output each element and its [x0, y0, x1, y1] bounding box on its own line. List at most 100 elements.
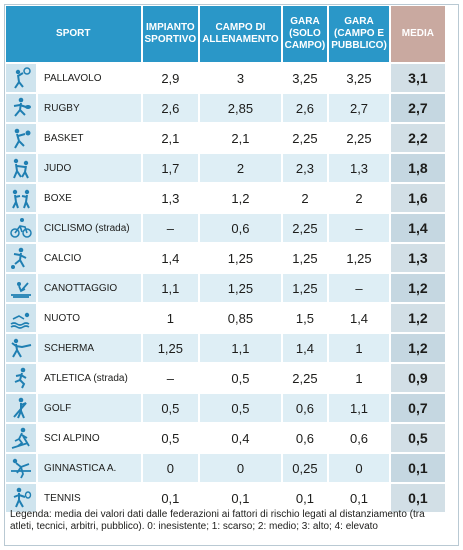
media-cell: 2,7 — [390, 94, 445, 122]
gara-pubblico-cell: 0,1 — [329, 484, 389, 512]
table-row: PALLAVOLO 2,9 3 3,25 3,25 3,1 — [6, 64, 445, 92]
header-sport: SPORT — [6, 6, 141, 62]
campo-cell: 2,85 — [200, 94, 281, 122]
media-cell: 2,2 — [390, 124, 445, 152]
header-gara-solo: GARA (SOLO CAMPO) — [282, 6, 328, 62]
gara-pubblico-cell: 1,3 — [329, 154, 389, 182]
sport-label: CICLISMO — [44, 222, 93, 234]
gara-solo-cell: 2,25 — [282, 124, 328, 152]
campo-cell: 0,85 — [200, 304, 281, 332]
impianto-cell: 1,25 — [142, 334, 199, 362]
sport-label: PALLAVOLO — [44, 72, 102, 84]
gara-solo-cell: 0,1 — [282, 484, 328, 512]
sport-sublabel: (strada) — [90, 372, 128, 384]
sport-label: ATLETICA — [44, 372, 91, 384]
table-row: SCHERMA 1,25 1,1 1,4 1 1,2 — [6, 334, 445, 362]
campo-cell: 0 — [200, 454, 281, 482]
impianto-cell: 2,1 — [142, 124, 199, 152]
media-cell: 3,1 — [390, 64, 445, 92]
media-cell: 0,7 — [390, 394, 445, 422]
gara-solo-cell: 2,6 — [282, 94, 328, 122]
campo-cell: 0,5 — [200, 394, 281, 422]
sport-name: BOXE — [38, 184, 141, 212]
rowing-icon — [6, 274, 37, 302]
basketball-player-icon — [6, 124, 37, 152]
impianto-cell: – — [142, 364, 199, 392]
gara-solo-cell: 0,25 — [282, 454, 328, 482]
table-row: JUDO 1,7 2 2,3 1,3 1,8 — [6, 154, 445, 182]
sport-name: CICLISMO (strada) — [38, 214, 141, 242]
sport-name: GOLF — [38, 394, 141, 422]
sport-name: CANOTTAGGIO — [38, 274, 141, 302]
runner-icon — [6, 364, 37, 392]
header-row: SPORT IMPIANTO SPORTIVO CAMPO DI ALLENAM… — [6, 6, 445, 62]
media-cell: 1,2 — [390, 304, 445, 332]
media-cell: 0,9 — [390, 364, 445, 392]
campo-cell: 3 — [200, 64, 281, 92]
cyclist-icon — [6, 214, 37, 242]
sport-label: GOLF — [44, 402, 72, 414]
risk-table: SPORT IMPIANTO SPORTIVO CAMPO DI ALLENAM… — [4, 4, 447, 514]
header-media: MEDIA — [390, 6, 445, 62]
gara-solo-cell: 2,25 — [282, 364, 328, 392]
gara-pubblico-cell: 2,7 — [329, 94, 389, 122]
sport-label: BASKET — [44, 132, 84, 144]
media-cell: 0,1 — [390, 454, 445, 482]
gara-pubblico-cell: 1,4 — [329, 304, 389, 332]
gara-pubblico-cell: 3,25 — [329, 64, 389, 92]
sport-label: CANOTTAGGIO — [44, 282, 118, 294]
gara-pubblico-cell: – — [329, 274, 389, 302]
gara-solo-cell: 2,3 — [282, 154, 328, 182]
swimmer-icon — [6, 304, 37, 332]
campo-cell: 0,5 — [200, 364, 281, 392]
campo-cell: 1,2 — [200, 184, 281, 212]
golfer-icon — [6, 394, 37, 422]
sport-label: GINNASTICA A. — [44, 462, 117, 474]
gara-solo-cell: 2 — [282, 184, 328, 212]
table-row: SCI ALPINO 0,5 0,4 0,6 0,6 0,5 — [6, 424, 445, 452]
sport-name: SCHERMA — [38, 334, 141, 362]
gara-solo-cell: 1,25 — [282, 274, 328, 302]
rugby-player-icon — [6, 94, 37, 122]
media-cell: 0,1 — [390, 484, 445, 512]
campo-cell: 0,6 — [200, 214, 281, 242]
campo-cell: 1,25 — [200, 274, 281, 302]
sport-name: BASKET — [38, 124, 141, 152]
impianto-cell: 0,5 — [142, 394, 199, 422]
header-campo: CAMPO DI ALLENAMENTO — [200, 6, 281, 62]
gymnast-icon — [6, 454, 37, 482]
table-row: GINNASTICA A. 0 0 0,25 0 0,1 — [6, 454, 445, 482]
impianto-cell: 0 — [142, 454, 199, 482]
table-row: TENNIS 0,1 0,1 0,1 0,1 0,1 — [6, 484, 445, 512]
impianto-cell: – — [142, 214, 199, 242]
sport-name: GINNASTICA A. — [38, 454, 141, 482]
campo-cell: 2,1 — [200, 124, 281, 152]
gara-solo-cell: 1,5 — [282, 304, 328, 332]
gara-pubblico-cell: 1,25 — [329, 244, 389, 272]
boxing-icon — [6, 184, 37, 212]
impianto-cell: 1,7 — [142, 154, 199, 182]
gara-pubblico-cell: 1 — [329, 334, 389, 362]
gara-pubblico-cell: 1 — [329, 364, 389, 392]
legend: Legenda: media dei valori dati dalle fed… — [10, 509, 425, 532]
sport-label: TENNIS — [44, 492, 81, 504]
media-cell: 1,2 — [390, 334, 445, 362]
impianto-cell: 2,6 — [142, 94, 199, 122]
gara-pubblico-cell: 0 — [329, 454, 389, 482]
campo-cell: 1,25 — [200, 244, 281, 272]
sport-label: JUDO — [44, 162, 72, 174]
sport-name: RUGBY — [38, 94, 141, 122]
impianto-cell: 2,9 — [142, 64, 199, 92]
media-cell: 0,5 — [390, 424, 445, 452]
fencing-icon — [6, 334, 37, 362]
gara-pubblico-cell: 2 — [329, 184, 389, 212]
campo-cell: 2 — [200, 154, 281, 182]
gara-pubblico-cell: 0,6 — [329, 424, 389, 452]
table-row: BOXE 1,3 1,2 2 2 1,6 — [6, 184, 445, 212]
table-body: PALLAVOLO 2,9 3 3,25 3,25 3,1 RUGBY 2,6 2,85 2,6 2… — [6, 64, 445, 512]
sport-label: NUOTO — [44, 312, 80, 324]
impianto-cell: 1,4 — [142, 244, 199, 272]
table-row: CALCIO 1,4 1,25 1,25 1,25 1,3 — [6, 244, 445, 272]
campo-cell: 1,1 — [200, 334, 281, 362]
sport-name: NUOTO — [38, 304, 141, 332]
